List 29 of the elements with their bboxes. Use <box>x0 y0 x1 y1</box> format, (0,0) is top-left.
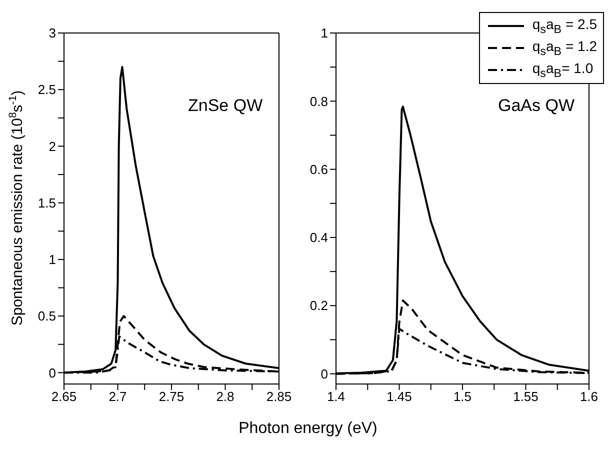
annotation: GaAs QW <box>498 96 575 116</box>
x-tick-label: 1.6 <box>580 389 598 404</box>
y-tick-label: 1 <box>320 26 328 41</box>
x-tick-label: 1.4 <box>326 389 346 404</box>
x-axis-title: Photon energy (eV) <box>238 420 378 438</box>
x-tick-label: 2.75 <box>158 389 184 404</box>
x-tick-label: 2.8 <box>216 389 234 404</box>
x-tick-label: 1.55 <box>513 389 538 404</box>
y-tick-label: 0.5 <box>38 308 56 324</box>
x-tick-label: 2.85 <box>266 389 292 404</box>
annotation: ZnSe QW <box>188 96 263 116</box>
y-tick-label: 0.6 <box>310 162 328 177</box>
y-tick-label: 2 <box>48 138 56 154</box>
y-tick-label: 0.8 <box>310 94 328 109</box>
y-tick-label: 3 <box>48 26 56 41</box>
y-tick-label: 0.4 <box>310 230 328 246</box>
x-tick-label: 2.65 <box>51 389 77 404</box>
legend-label: q$_{s}$a$_{B}$ = 1.2 <box>532 38 597 58</box>
y-tick-label: 2.5 <box>38 82 56 98</box>
x-tick-label: 1.45 <box>386 389 412 404</box>
legend-label: q$_{s}$a$_{B}$ = 2.5 <box>532 16 597 36</box>
legend-label: q$_{s}$a$_{B}$= 1.0 <box>532 60 594 80</box>
y-tick-label: 0 <box>48 365 56 380</box>
y-tick-label: 0.2 <box>310 298 328 314</box>
x-tick-label: 2.7 <box>108 389 127 404</box>
y-tick-label: 1.5 <box>38 195 56 210</box>
y-tick-label: 1 <box>48 252 56 268</box>
x-tick-label: 1.5 <box>453 389 472 404</box>
y-tick-label: 0 <box>320 366 328 382</box>
